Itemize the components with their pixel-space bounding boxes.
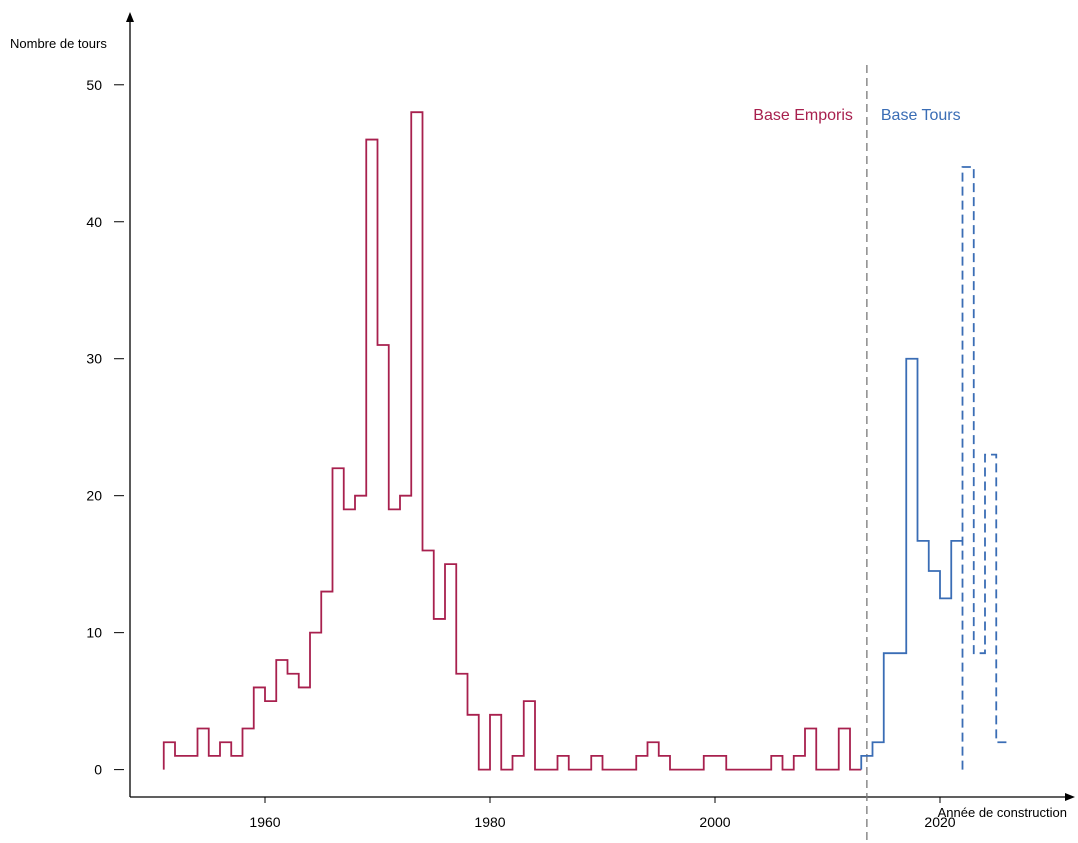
series-base-tours-projection: [961, 166, 1008, 770]
x-axis-arrow: [1065, 793, 1075, 801]
x-tick-label: 1980: [474, 814, 505, 830]
series-base-tours: [860, 357, 963, 770]
x-tick-label: 2020: [924, 814, 955, 830]
y-tick-label: 20: [86, 488, 102, 504]
series-line: [961, 166, 1008, 770]
annotation-base-tours: Base Tours: [881, 107, 961, 124]
y-axis-arrow: [126, 12, 134, 22]
series-line: [860, 357, 963, 770]
y-ticks: 0 10 20 30 40 50: [86, 77, 124, 778]
y-tick-label: 10: [86, 625, 102, 641]
series-line: [162, 111, 862, 771]
x-axis-label: Année de construction: [938, 805, 1067, 820]
x-ticks: 1960 1980 2000 2020: [249, 797, 956, 830]
x-tick-label: 2000: [699, 814, 730, 830]
y-tick-label: 40: [86, 214, 102, 230]
y-tick-label: 50: [86, 77, 102, 93]
axes: Nombre de tours Année de construction 19…: [10, 12, 1075, 830]
series-layer: [162, 111, 1008, 771]
y-tick-label: 0: [94, 762, 102, 778]
y-axis-label: Nombre de tours: [10, 36, 107, 51]
y-tick-label: 30: [86, 351, 102, 367]
series-base-emporis: [162, 111, 862, 771]
annotation-base-emporis: Base Emporis: [753, 107, 853, 124]
x-tick-label: 1960: [249, 814, 280, 830]
